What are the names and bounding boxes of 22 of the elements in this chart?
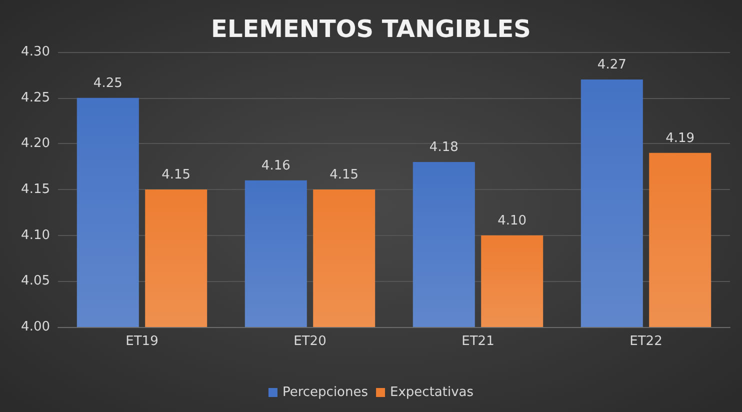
y-tick-label: 4.10 [21,228,50,243]
data-label: 4.25 [93,76,122,91]
x-tick-label: ET21 [462,334,494,349]
data-label: 4.18 [429,140,458,155]
y-tick-label: 4.05 [21,274,50,289]
x-tick-label: ET22 [630,334,662,349]
legend-label: Expectativas [390,385,474,400]
data-label: 4.15 [162,168,191,182]
y-tick-label: 4.20 [21,136,50,152]
chart-title: ELEMENTOS TANGIBLES [211,15,531,43]
y-tick-label: 4.25 [21,90,50,106]
legend-label: Percepciones [282,385,368,400]
x-tick-label: ET19 [126,334,158,349]
y-tick-label: 4.30 [21,44,50,60]
data-label: 4.15 [330,168,359,182]
data-label: 4.27 [597,58,626,72]
data-label: 4.10 [498,213,527,228]
data-label: 4.16 [261,158,290,174]
x-tick-label: ET20 [294,334,326,349]
y-tick-label: 4.15 [21,182,50,197]
y-tick-label: 4.00 [21,320,50,334]
data-label: 4.19 [666,130,695,146]
